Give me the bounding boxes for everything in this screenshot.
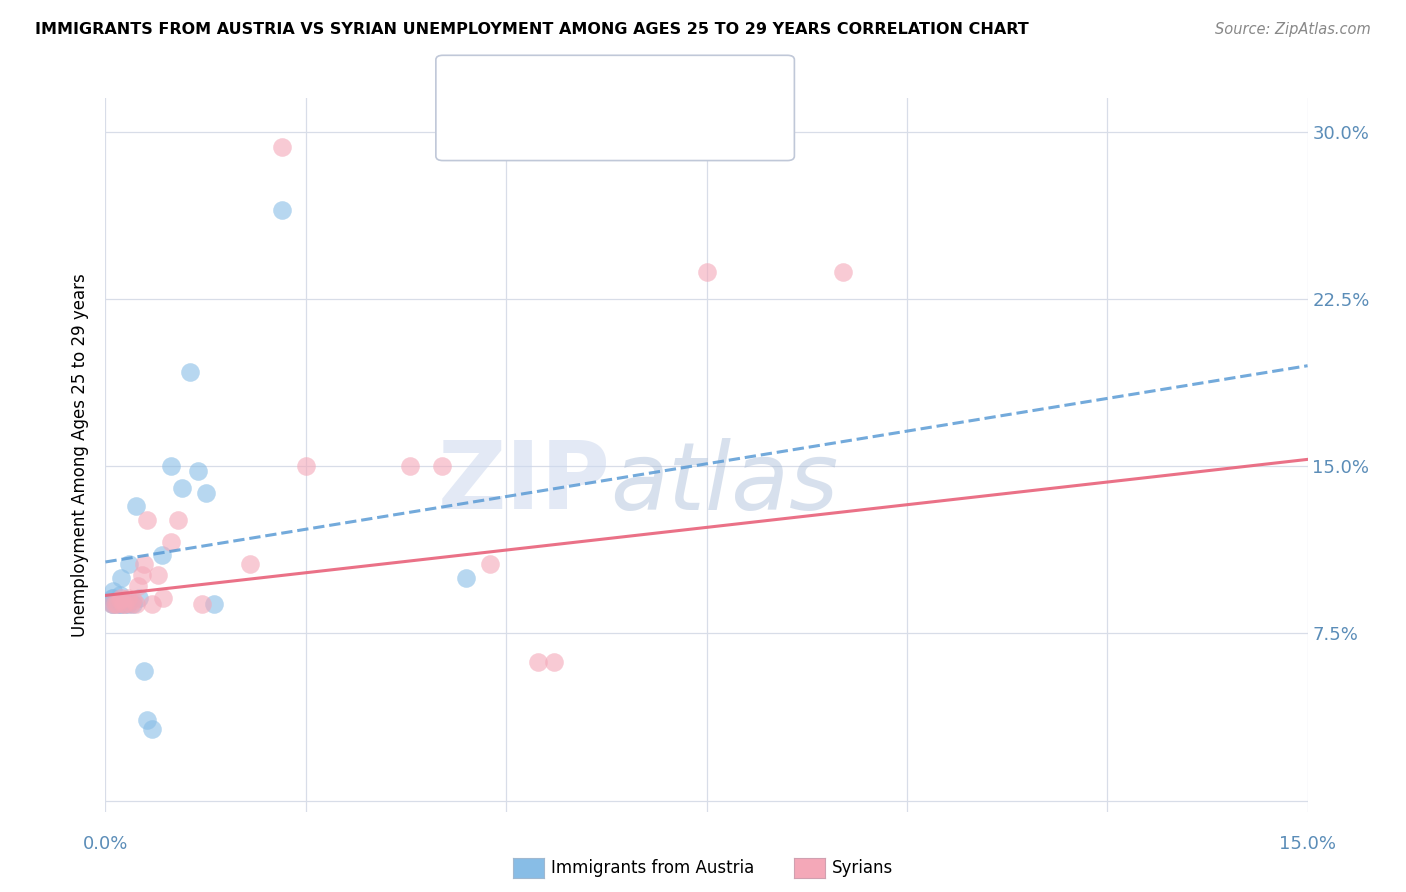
Point bbox=[107, 598, 129, 612]
Point bbox=[104, 598, 127, 612]
Point bbox=[132, 557, 155, 572]
Point bbox=[831, 265, 853, 279]
Point bbox=[543, 655, 565, 669]
Point bbox=[141, 723, 163, 737]
Text: N =: N = bbox=[619, 81, 658, 99]
Text: Syrians: Syrians bbox=[832, 859, 894, 877]
Point bbox=[194, 485, 217, 500]
Point bbox=[179, 366, 201, 380]
Point bbox=[101, 598, 124, 612]
Point bbox=[103, 583, 125, 598]
Point bbox=[127, 580, 149, 594]
Text: 31: 31 bbox=[651, 119, 676, 136]
Point bbox=[117, 598, 139, 612]
Point bbox=[239, 557, 262, 572]
Point bbox=[101, 591, 124, 605]
Text: ZIP: ZIP bbox=[437, 437, 610, 530]
Point bbox=[696, 265, 718, 279]
Point bbox=[107, 592, 129, 607]
Point bbox=[114, 598, 136, 612]
Point bbox=[122, 592, 145, 607]
Point bbox=[160, 458, 183, 473]
Point bbox=[136, 512, 159, 526]
Text: N =: N = bbox=[619, 119, 658, 136]
Point bbox=[103, 598, 125, 612]
Point bbox=[120, 598, 142, 612]
Point bbox=[399, 458, 422, 473]
Point bbox=[107, 598, 129, 612]
Text: R =: R = bbox=[510, 81, 550, 99]
Text: 30: 30 bbox=[651, 81, 676, 99]
Point bbox=[141, 598, 163, 612]
Point bbox=[108, 598, 131, 612]
Text: atlas: atlas bbox=[610, 438, 838, 529]
Point bbox=[136, 714, 159, 728]
Point bbox=[132, 664, 155, 678]
Text: R =: R = bbox=[510, 119, 550, 136]
Point bbox=[170, 481, 193, 495]
Point bbox=[108, 592, 131, 607]
Point bbox=[114, 598, 136, 612]
Text: 15.0%: 15.0% bbox=[1279, 835, 1336, 853]
Point bbox=[146, 568, 169, 582]
Point bbox=[118, 557, 141, 572]
Y-axis label: Unemployment Among Ages 25 to 29 years: Unemployment Among Ages 25 to 29 years bbox=[72, 273, 90, 637]
Point bbox=[131, 568, 153, 582]
Point bbox=[150, 548, 173, 563]
Point bbox=[110, 571, 132, 585]
Text: IMMIGRANTS FROM AUSTRIA VS SYRIAN UNEMPLOYMENT AMONG AGES 25 TO 29 YEARS CORRELA: IMMIGRANTS FROM AUSTRIA VS SYRIAN UNEMPL… bbox=[35, 22, 1029, 37]
Point bbox=[114, 592, 136, 607]
Point bbox=[128, 591, 150, 605]
Point bbox=[122, 598, 145, 612]
Point bbox=[295, 458, 318, 473]
Point bbox=[454, 571, 477, 585]
Point bbox=[125, 500, 148, 514]
Point bbox=[101, 598, 124, 612]
Point bbox=[430, 458, 453, 473]
Point bbox=[108, 589, 131, 603]
Point bbox=[110, 598, 132, 612]
Point bbox=[187, 464, 209, 478]
Point bbox=[125, 598, 148, 612]
Text: 0.0%: 0.0% bbox=[83, 835, 128, 853]
Point bbox=[527, 655, 550, 669]
Point bbox=[190, 598, 212, 612]
Point bbox=[270, 140, 292, 154]
Point bbox=[166, 512, 188, 526]
Point bbox=[152, 591, 174, 605]
Point bbox=[112, 598, 135, 612]
Point bbox=[103, 591, 125, 605]
Point bbox=[202, 598, 225, 612]
Text: 0.067: 0.067 bbox=[546, 81, 602, 99]
Point bbox=[270, 202, 292, 217]
Point bbox=[160, 534, 183, 549]
Point bbox=[479, 557, 502, 572]
Point bbox=[110, 591, 132, 605]
Point bbox=[117, 591, 139, 605]
Text: 0.201: 0.201 bbox=[546, 119, 602, 136]
Text: Immigrants from Austria: Immigrants from Austria bbox=[551, 859, 755, 877]
Text: Source: ZipAtlas.com: Source: ZipAtlas.com bbox=[1215, 22, 1371, 37]
